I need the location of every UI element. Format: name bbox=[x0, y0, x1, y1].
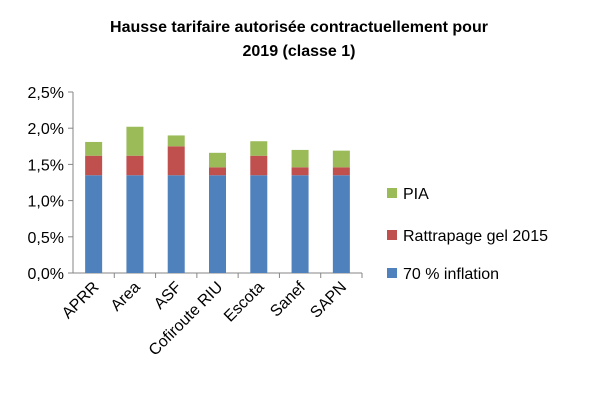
bar-segment bbox=[209, 167, 226, 176]
x-category-label: SAPN bbox=[307, 279, 350, 322]
y-tick-label: 0,5% bbox=[28, 230, 64, 247]
bar-segment bbox=[85, 155, 103, 176]
x-category-label: ASF bbox=[151, 279, 185, 313]
bar-segment bbox=[85, 175, 103, 273]
legend-label: 70 % inflation bbox=[403, 266, 499, 283]
legend-swatch bbox=[387, 188, 397, 198]
y-tick-label: 0,0% bbox=[28, 266, 64, 283]
bar-segment bbox=[332, 167, 350, 176]
chart-title-line-1: Hausse tarifaire autorisée contractuelle… bbox=[110, 19, 488, 36]
bar-segment bbox=[291, 149, 309, 168]
legend-swatch bbox=[387, 268, 397, 278]
bar-segment bbox=[250, 175, 268, 273]
bar-segment bbox=[126, 155, 144, 176]
x-category-label: Area bbox=[108, 279, 144, 315]
bar-segment bbox=[250, 155, 268, 176]
x-category-label: Escota bbox=[221, 279, 268, 326]
x-category-label: Cofiroute RIU bbox=[146, 279, 227, 360]
bar-segment bbox=[167, 135, 185, 147]
bar-segment bbox=[291, 175, 309, 273]
bar-segment bbox=[291, 167, 309, 176]
y-tick-label: 2,0% bbox=[28, 121, 64, 138]
bar-segment bbox=[332, 150, 350, 168]
bar-segment bbox=[332, 175, 350, 273]
bar-segment bbox=[126, 175, 144, 273]
bar-segment bbox=[85, 141, 103, 156]
legend-swatch bbox=[387, 230, 397, 240]
legend-label: Rattrapage gel 2015 bbox=[403, 228, 548, 245]
bar-segment bbox=[209, 175, 226, 273]
bar-segment bbox=[250, 141, 268, 156]
bar-segment bbox=[209, 152, 226, 168]
chart-title-line-2: 2019 (classe 1) bbox=[242, 43, 356, 60]
y-tick-label: 2,5% bbox=[28, 85, 64, 102]
x-category-label: Sanef bbox=[267, 278, 309, 320]
y-tick-label: 1,5% bbox=[28, 157, 64, 174]
bar-segment bbox=[167, 175, 185, 273]
x-category-label: APRR bbox=[59, 279, 102, 322]
bar-segment bbox=[167, 146, 185, 176]
bar-segment bbox=[126, 126, 144, 156]
legend-label: PIA bbox=[403, 186, 429, 203]
y-tick-label: 1,0% bbox=[28, 194, 64, 211]
